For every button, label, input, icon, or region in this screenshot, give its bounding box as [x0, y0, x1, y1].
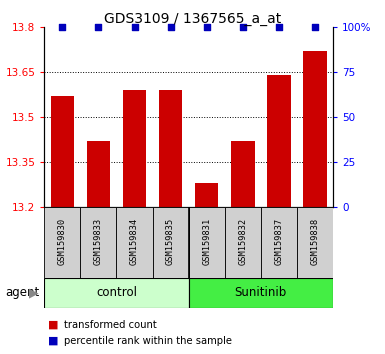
Bar — [44, 207, 80, 278]
Bar — [80, 207, 116, 278]
Text: percentile rank within the sample: percentile rank within the sample — [64, 336, 231, 346]
Bar — [231, 141, 254, 207]
Text: Sunitinib: Sunitinib — [235, 286, 287, 299]
Bar — [225, 207, 261, 278]
Bar — [303, 51, 327, 207]
Point — [167, 24, 174, 29]
Text: GSM159832: GSM159832 — [238, 217, 247, 265]
Bar — [50, 96, 74, 207]
Bar — [267, 75, 291, 207]
Bar — [87, 141, 110, 207]
Point — [276, 24, 282, 29]
Text: control: control — [96, 286, 137, 299]
Bar — [116, 207, 152, 278]
Text: GSM159831: GSM159831 — [202, 217, 211, 265]
Text: GSM159838: GSM159838 — [310, 217, 320, 265]
Text: GSM159835: GSM159835 — [166, 217, 175, 265]
Bar — [261, 207, 297, 278]
Text: GSM159833: GSM159833 — [94, 217, 103, 265]
Text: ■: ■ — [48, 336, 59, 346]
Bar — [297, 207, 333, 278]
Bar — [189, 207, 225, 278]
Point — [95, 24, 102, 29]
Text: GDS3109 / 1367565_a_at: GDS3109 / 1367565_a_at — [104, 12, 281, 27]
Point — [240, 24, 246, 29]
Point — [312, 24, 318, 29]
Bar — [189, 278, 333, 308]
Bar — [152, 207, 189, 278]
Text: ■: ■ — [48, 320, 59, 330]
Text: GSM159830: GSM159830 — [58, 217, 67, 265]
Point — [204, 24, 210, 29]
Bar — [123, 90, 146, 207]
Text: ▶: ▶ — [29, 286, 38, 299]
Bar — [195, 183, 218, 207]
Point — [59, 24, 65, 29]
Text: transformed count: transformed count — [64, 320, 156, 330]
Point — [131, 24, 137, 29]
Bar — [44, 278, 189, 308]
Text: GSM159837: GSM159837 — [275, 217, 283, 265]
Text: GSM159834: GSM159834 — [130, 217, 139, 265]
Bar — [159, 90, 182, 207]
Text: agent: agent — [5, 286, 39, 299]
